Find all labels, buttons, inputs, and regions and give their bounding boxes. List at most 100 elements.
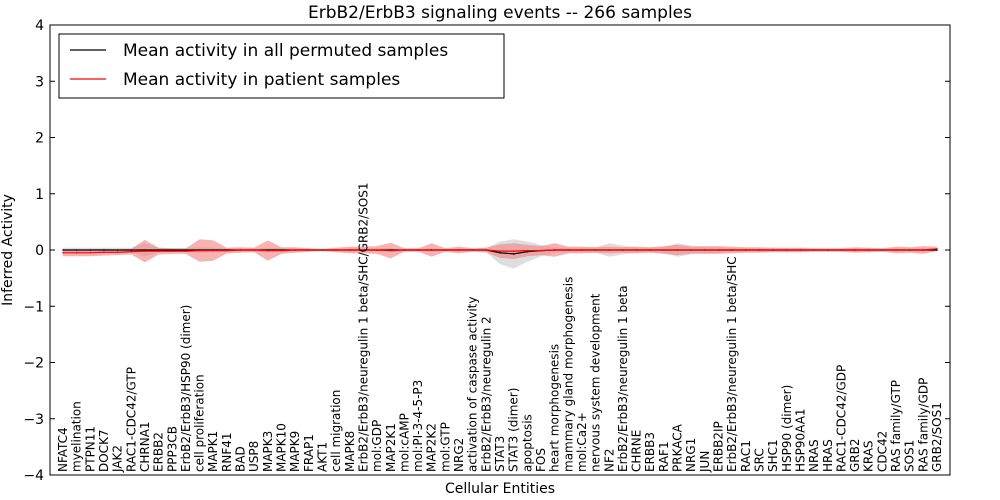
patient-line-point — [676, 249, 679, 251]
patient-line-point — [403, 249, 406, 251]
patient-line-point — [704, 249, 706, 251]
patient-line-point — [840, 249, 843, 251]
legend-label-permuted: Mean activity in all permuted samples — [123, 41, 448, 61]
x-category-label: JUN — [698, 451, 712, 473]
patient-line-point — [936, 248, 938, 250]
permuted-line-point — [185, 249, 187, 251]
patient-line-point — [308, 249, 310, 251]
y-tick-label: −4 — [23, 468, 44, 484]
patient-line-point — [512, 250, 515, 252]
patient-line-point — [130, 250, 133, 253]
patient-line-point — [198, 249, 201, 252]
x-category-label: GRB2/SOS1 — [930, 402, 944, 472]
permuted-line-point — [171, 249, 174, 251]
x-category-label: FRAP1 — [302, 434, 316, 472]
patient-line-point — [349, 249, 351, 251]
patient-line-point — [239, 249, 242, 251]
x-category-label: ErbB2/ErbB3/neuregulin 1 beta — [616, 285, 630, 472]
permuted-line-point — [512, 253, 515, 255]
x-category-label: FOS — [534, 448, 548, 472]
patient-line-point — [690, 249, 692, 251]
x-category-label: MAPK8 — [343, 431, 357, 472]
patient-line-point — [567, 249, 570, 251]
patient-line-point — [103, 251, 105, 254]
x-category-label: STAT3 (dimer) — [507, 388, 521, 472]
legend: Mean activity in all permuted samples Me… — [58, 33, 505, 99]
x-category-label: NF2 — [602, 448, 616, 472]
patient-line-point — [649, 249, 651, 251]
patient-line-point — [294, 249, 297, 251]
permuted-line-point — [526, 250, 529, 253]
patient-line-point — [144, 250, 146, 252]
x-category-label: ErbB2/ErbB3/neuregulin 1 beta/SHC — [725, 256, 739, 472]
y-tick-label: −2 — [23, 356, 44, 372]
patient-line-point — [881, 249, 884, 251]
y-tick-label: −1 — [23, 299, 44, 315]
patient-line-point — [922, 249, 925, 251]
x-category-label: mol:Ca2+ — [575, 412, 589, 472]
x-category-label: heart morphogenesis — [548, 344, 562, 472]
permuted-line-point — [62, 249, 64, 251]
x-category-label: cell migration — [329, 390, 343, 472]
x-category-label: RNF41 — [220, 433, 234, 473]
patient-line-point — [499, 250, 501, 252]
x-category-label: ErbB2/ErbB3/neuregulin 1 beta/SHC/GRB2/S… — [356, 182, 370, 472]
patient-line-point — [622, 249, 624, 251]
patient-line-point — [444, 249, 447, 251]
patient-line-point — [526, 249, 529, 252]
permuted-line-point — [499, 252, 501, 254]
x-category-label: BAD — [234, 446, 248, 472]
x-category-label: CDC42 — [875, 431, 889, 472]
patient-line-point — [854, 249, 856, 251]
x-category-label: mammary gland morphogenesis — [561, 277, 575, 472]
x-category-label: CHRNA1 — [138, 421, 152, 472]
patient-line-point — [581, 249, 583, 251]
permuted-line-point — [130, 249, 133, 251]
patient-line-point — [471, 249, 474, 251]
patient-line-point — [185, 250, 187, 252]
x-category-label: RAC1 — [739, 440, 753, 472]
permuted-line-point — [157, 249, 160, 251]
x-category-label: CHRNE — [630, 430, 644, 472]
x-category-label: DOCK7 — [97, 429, 111, 472]
permuted-line-point — [103, 249, 105, 251]
x-category-label: SRC — [752, 448, 766, 472]
x-category-label: NFATC4 — [56, 427, 70, 472]
x-category-label: JAK2 — [111, 445, 125, 473]
patient-line-point — [895, 249, 897, 251]
x-category-label: HSP90AA1 — [793, 408, 807, 472]
x-category-label: mol:cAMP — [397, 413, 411, 472]
permuted-line-point — [116, 249, 119, 251]
permuted-line-point — [89, 249, 92, 251]
patient-line-point — [717, 249, 720, 251]
x-category-label: mol:PI-3-4-5-P3 — [411, 380, 425, 472]
patient-line-point — [212, 249, 214, 252]
y-axis-label: Inferred Activity — [0, 194, 16, 306]
patient-line-point — [553, 249, 556, 251]
patient-line-point — [62, 252, 64, 254]
patient-line-point — [786, 249, 788, 251]
x-category-label: mol:GTP — [438, 422, 452, 472]
x-category-label: cell proliferation — [193, 374, 207, 472]
x-category-label: MAPK3 — [261, 431, 275, 472]
patient-line-point — [799, 249, 802, 251]
x-category-label: NRAS — [807, 439, 821, 472]
plot-frame — [49, 24, 951, 476]
x-category-label: PPP3CB — [165, 426, 179, 472]
x-category-label: STAT3 — [493, 436, 507, 472]
patient-line-point — [430, 249, 433, 251]
x-category-label: MAPK9 — [288, 431, 302, 472]
x-category-label: RAC1-CDC42/GTP — [124, 367, 138, 472]
legend-label-patient: Mean activity in patient samples — [123, 70, 400, 90]
x-category-label: SHC1 — [766, 439, 780, 472]
patient-line-point — [485, 249, 488, 251]
y-tick-label: 4 — [35, 18, 44, 34]
patient-line-point — [157, 250, 160, 252]
x-category-label: RAF1 — [657, 441, 671, 472]
patient-line-point — [226, 249, 228, 252]
x-category-label: MAP2K2 — [425, 423, 439, 472]
patient-line-point — [116, 251, 119, 254]
x-category-label: KRAS — [862, 440, 876, 472]
x-axis-label: Cellular Entities — [445, 481, 555, 497]
patient-line-point — [280, 249, 283, 252]
